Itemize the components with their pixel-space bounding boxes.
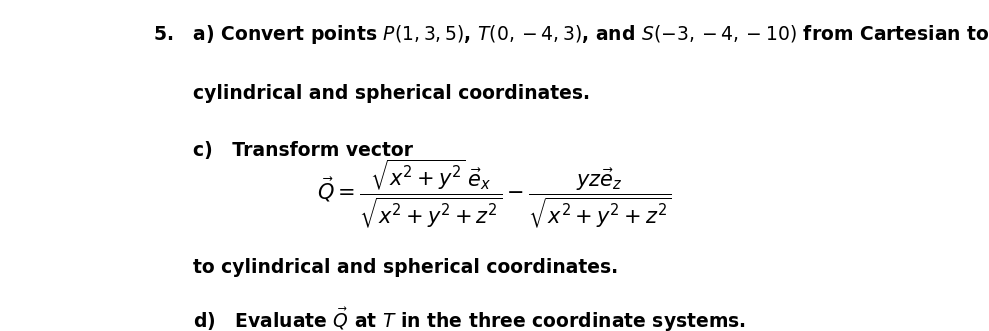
Text: $\vec{Q} = \dfrac{\sqrt{x^2 + y^2}\,\vec{e}_x}{\sqrt{x^2 + y^2 + z^2}} - \dfrac{: $\vec{Q} = \dfrac{\sqrt{x^2 + y^2}\,\vec…	[317, 158, 672, 230]
Text: c)   Transform vector: c) Transform vector	[193, 141, 412, 160]
Text: to cylindrical and spherical coordinates.: to cylindrical and spherical coordinates…	[193, 258, 618, 277]
Text: d)   Evaluate $\vec{Q}$ at $T$ in the three coordinate systems.: d) Evaluate $\vec{Q}$ at $T$ in the thre…	[193, 306, 746, 331]
Text: cylindrical and spherical coordinates.: cylindrical and spherical coordinates.	[193, 84, 589, 103]
Text: 5.   a) Convert points $P(1,3,5)$, $T(0,-4,3)$, and $S(-3,-4,-10)$ from Cartesia: 5. a) Convert points $P(1,3,5)$, $T(0,-4…	[153, 23, 989, 46]
